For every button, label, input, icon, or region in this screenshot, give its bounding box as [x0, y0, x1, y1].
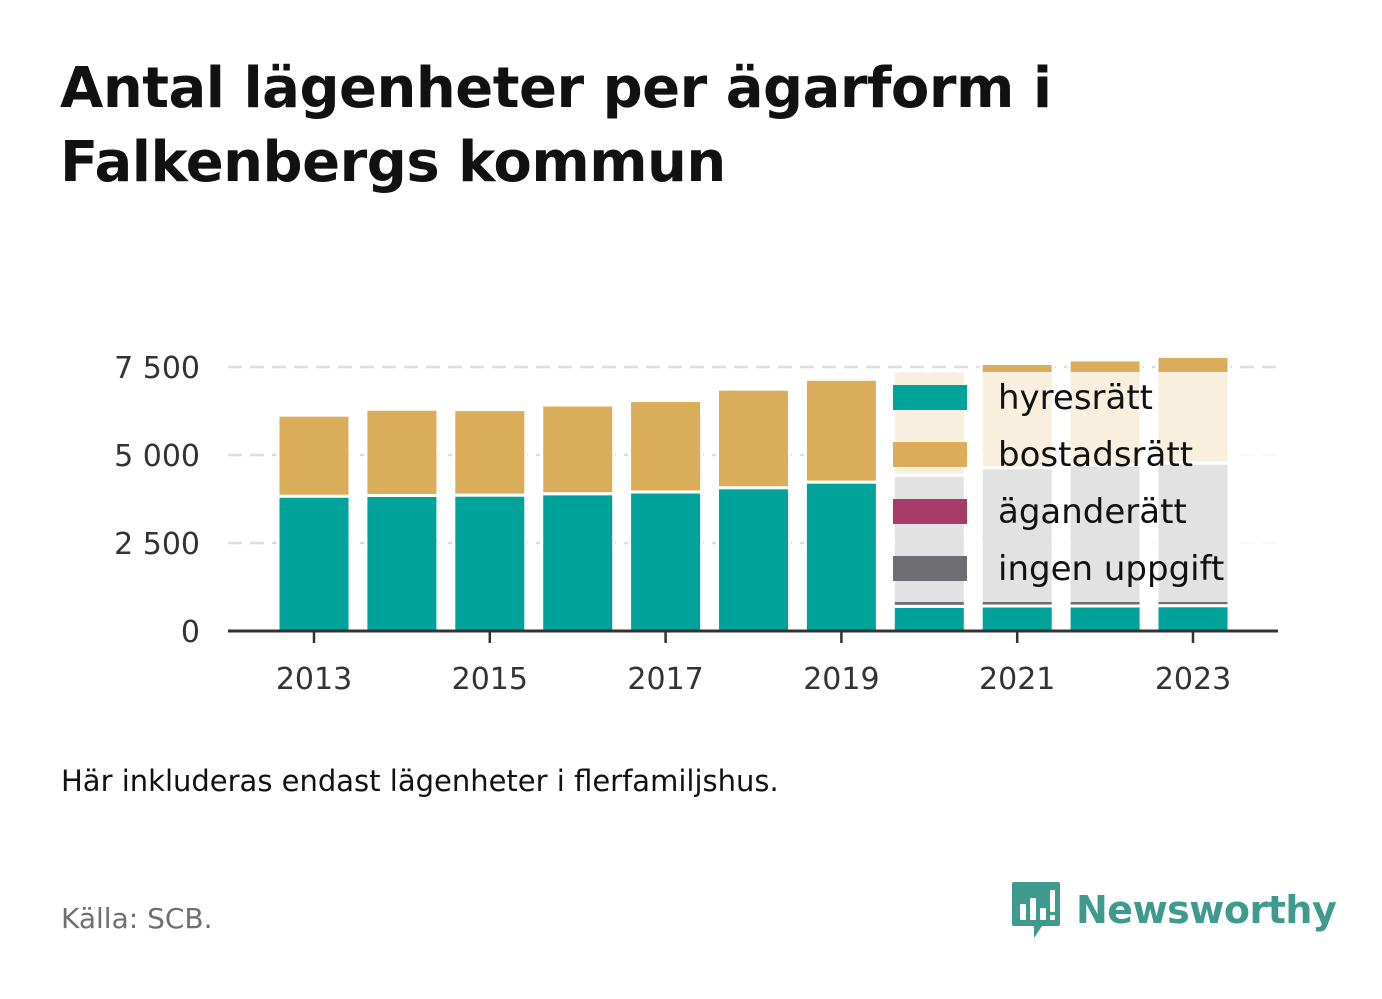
y-tick-label: 2 500	[114, 527, 200, 562]
y-tick-label: 5 000	[114, 439, 200, 474]
bar-bostadsratt	[540, 403, 616, 496]
bar-bostadsratt	[276, 413, 352, 498]
legend-swatch	[893, 499, 967, 524]
bar-hyresratt	[364, 493, 440, 633]
bar-hyresratt	[1067, 604, 1143, 633]
legend-swatch	[893, 556, 967, 581]
bar-bostadsratt	[364, 407, 440, 497]
bar-bostadsratt	[716, 387, 791, 490]
legend-label: ingen uppgift	[998, 549, 1224, 589]
bar-hyresratt	[716, 486, 791, 633]
y-tick-label: 0	[181, 615, 200, 650]
brand-logo: Newsworthy	[1010, 880, 1337, 940]
source-credit: Källa: SCB.	[61, 902, 213, 935]
bar-bostadsratt	[452, 408, 528, 497]
chart-note: Här inkluderas endast lägenheter i flerf…	[61, 764, 779, 798]
legend-swatch	[893, 385, 967, 410]
brand-name: Newsworthy	[1076, 888, 1337, 932]
chart-title: Antal lägenheter per ägarform i Falkenbe…	[60, 56, 1052, 195]
y-tick-label: 7 500	[114, 351, 200, 386]
legend-label: bostadsrätt	[998, 435, 1193, 475]
x-tick-label: 2017	[627, 662, 703, 697]
x-tick-label: 2021	[979, 662, 1055, 697]
bar-hyresratt	[540, 492, 616, 633]
legend-label: hyresrätt	[998, 378, 1153, 418]
bar-hyresratt	[1155, 604, 1231, 633]
x-tick-label: 2019	[803, 662, 879, 697]
legend: hyresrätt bostadsrätt äganderätt ingen uppg…	[878, 372, 1278, 602]
x-tick-label: 2013	[276, 662, 352, 697]
newsworthy-logo-icon	[1012, 882, 1060, 938]
bar-hyresratt	[803, 480, 879, 633]
bar-hyresratt	[891, 604, 967, 633]
legend-swatch	[893, 442, 967, 467]
legend-label: äganderätt	[998, 492, 1187, 532]
bar-hyresratt	[276, 494, 352, 633]
bar-bostadsratt	[628, 398, 704, 494]
bar-hyresratt	[452, 493, 528, 633]
bar-hyresratt	[628, 490, 704, 633]
stacked-bar-chart: 0 2 500 5 000 7 500 2013 2015 2017 2019 2021 2023…	[114, 351, 1278, 697]
x-tick-label: 2023	[1155, 662, 1231, 697]
x-tick-label: 2015	[452, 662, 528, 697]
axis-layer: 0 2 500 5 000 7 500 2013 2015 2017 2019 2021 2023	[114, 351, 1278, 697]
bar-bostadsratt	[803, 377, 879, 484]
bar-hyresratt	[979, 604, 1055, 633]
